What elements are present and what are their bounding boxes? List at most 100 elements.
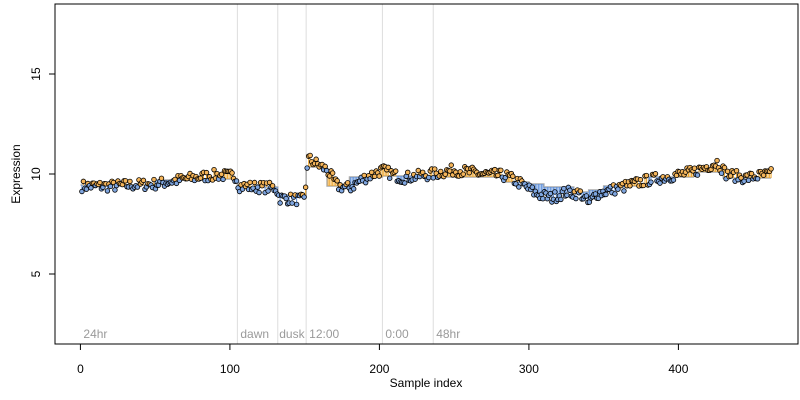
data-point [547, 190, 554, 197]
data-point [405, 169, 411, 176]
x-tick-label-2: 200 [369, 362, 389, 376]
data-point [498, 167, 504, 173]
data-point [247, 179, 253, 186]
data-point [438, 168, 444, 175]
data-point [301, 194, 307, 200]
data-point [552, 189, 558, 195]
data-point [558, 196, 564, 203]
data-point [643, 172, 650, 179]
data-point [307, 152, 313, 159]
phase-labels: 24hr dawn dusk 12:00 0:00 48hr [83, 327, 460, 341]
data-point [714, 157, 720, 164]
data-point [627, 183, 633, 189]
data-points [79, 152, 774, 208]
x-tick-label-0: 0 [77, 362, 84, 376]
data-point [670, 177, 677, 183]
data-point [466, 170, 472, 176]
data-point [302, 184, 309, 190]
data-point [323, 167, 330, 174]
phase-label-0: 24hr [83, 327, 107, 341]
data-point [567, 187, 573, 193]
data-point [529, 184, 536, 190]
data-point [107, 183, 114, 190]
data-point [430, 175, 436, 181]
data-point [426, 174, 432, 181]
data-point [583, 193, 590, 199]
data-point [265, 188, 271, 194]
data-point [122, 178, 129, 184]
data-point [112, 187, 118, 193]
data-point [254, 184, 261, 190]
data-point [612, 191, 618, 197]
data-point [540, 195, 546, 202]
data-point [640, 182, 647, 189]
data-point [289, 200, 295, 206]
data-point [350, 186, 357, 192]
data-point [510, 173, 516, 179]
y-tick-label-1: 10 [29, 167, 43, 181]
data-point [495, 172, 501, 179]
data-point [283, 195, 289, 202]
data-point [745, 177, 752, 184]
data-point [652, 171, 659, 177]
data-point [256, 189, 262, 196]
data-point [211, 166, 217, 173]
data-point [269, 183, 276, 189]
phase-label-5: 48hr [436, 327, 460, 341]
data-point [88, 185, 94, 191]
data-point [733, 167, 740, 174]
data-point [393, 168, 399, 174]
data-point [344, 180, 351, 186]
y-tick-label-0: 5 [29, 270, 43, 277]
data-point [573, 195, 579, 202]
y-axis-title: Expression [9, 144, 23, 203]
data-point [516, 184, 522, 190]
data-point [127, 178, 133, 185]
data-point [415, 167, 421, 174]
data-point [754, 176, 761, 182]
data-point [233, 178, 240, 184]
data-point [603, 191, 609, 198]
data-point [648, 179, 654, 185]
phase-label-1: dawn [240, 327, 269, 341]
data-point [376, 173, 382, 179]
data-point [492, 166, 498, 173]
data-point [741, 178, 747, 184]
data-point [402, 180, 408, 186]
data-point [97, 179, 103, 186]
phase-label-4: 0:00 [385, 327, 409, 341]
y-axis: 5 10 15 [29, 67, 56, 277]
data-point [251, 179, 258, 186]
data-point [80, 178, 87, 185]
data-point [197, 175, 204, 181]
data-point [79, 188, 85, 195]
data-point [738, 175, 744, 181]
data-point [561, 185, 567, 192]
data-point [724, 168, 731, 175]
data-point [657, 180, 663, 186]
x-tick-label-3: 300 [519, 362, 539, 376]
data-point [637, 177, 644, 183]
data-point [691, 165, 698, 171]
data-point [564, 192, 570, 198]
data-point [577, 188, 584, 194]
x-tick-label-4: 400 [668, 362, 688, 376]
data-point [151, 176, 157, 183]
data-point [203, 169, 210, 176]
data-point [220, 176, 226, 183]
data-point [229, 170, 235, 176]
data-point [621, 188, 627, 194]
data-point [448, 162, 454, 168]
x-axis-title: Sample index [390, 376, 463, 390]
data-point [334, 178, 340, 184]
y-tick-label-2: 15 [29, 67, 43, 81]
data-point [721, 164, 728, 171]
phase-label-3: 12:00 [309, 327, 339, 341]
data-point [718, 170, 725, 176]
x-tick-label-1: 100 [220, 362, 240, 376]
data-point [329, 170, 336, 176]
data-point [104, 188, 111, 194]
data-point [313, 156, 319, 162]
data-point [304, 165, 310, 171]
